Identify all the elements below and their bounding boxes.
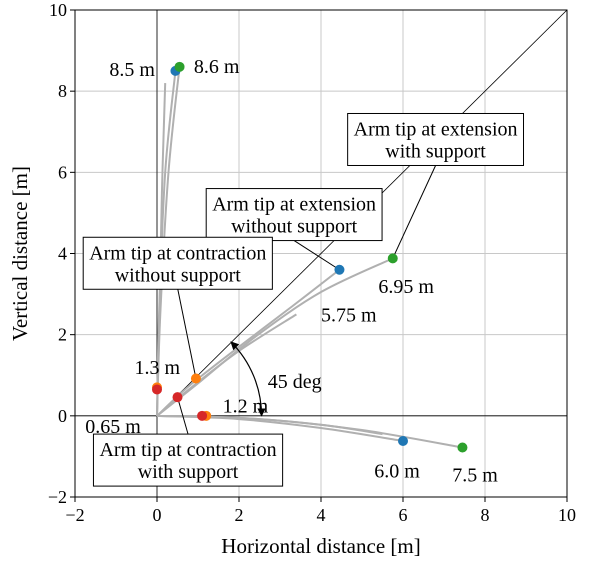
annotation-label: 1.2 m <box>223 396 269 418</box>
annotation-label: 6.0 m <box>374 461 420 483</box>
y-tick-label: 2 <box>58 325 67 345</box>
data-points <box>152 61 468 453</box>
x-tick-label: 2 <box>235 505 244 525</box>
callout-frame <box>92 433 284 487</box>
y-tick-label: 6 <box>58 162 67 182</box>
axes: −2 0 2 4 6 8 10 −2 0 2 4 6 8 10 <box>48 0 576 525</box>
data-point-green <box>174 61 185 72</box>
data-point-red <box>197 410 208 421</box>
annotation-label: 7.5 m <box>452 465 498 487</box>
annotations: 8.5 m 8.6 m 5.75 m6.95 m 1.3 m 0.65 m 1.2 m 6.… <box>85 56 498 487</box>
data-point-red <box>152 384 162 395</box>
callout-text: with support <box>385 140 486 162</box>
callout-text: Arm tip at extension <box>212 194 376 216</box>
angle-arc-45-deg <box>230 341 266 417</box>
x-axis-label: Horizontal distance [m] <box>221 534 420 558</box>
data-point-orange <box>190 373 201 384</box>
x-tick-label: 6 <box>399 505 408 525</box>
x-tick-label: 8 <box>481 505 490 525</box>
angle-arc <box>230 341 266 417</box>
callout-text: Arm tip at extension <box>354 118 518 140</box>
callout-frame <box>205 188 383 242</box>
y-tick-label: 0 <box>58 406 67 426</box>
data-point-blue <box>398 435 408 446</box>
annotation-label: 0.65 m <box>85 416 141 438</box>
data-point-green <box>387 253 398 264</box>
callout-text: without support <box>115 264 242 286</box>
data-point-blue <box>334 264 345 275</box>
callout-text: without support <box>231 216 358 238</box>
callout-frame <box>347 112 525 166</box>
y-tick-label: 10 <box>49 0 67 20</box>
y-tick-label: 8 <box>58 81 67 101</box>
annotation-label: 8.5 m <box>109 59 155 81</box>
trajectory-line <box>156 414 383 436</box>
x-tick-label: −2 <box>65 505 84 525</box>
x-tick-label: 0 <box>153 505 162 525</box>
callout-text: Arm tip at contraction <box>89 242 266 264</box>
callout-leader <box>177 397 189 435</box>
callout-leader <box>177 289 197 379</box>
y-tick-label: −2 <box>48 487 67 507</box>
callout-leader <box>392 165 437 259</box>
annotation-label: 45 deg <box>268 371 322 393</box>
x-tick-label: 10 <box>558 505 576 525</box>
x-tick-label: 4 <box>317 505 326 525</box>
data-point-red <box>172 392 183 403</box>
annotation-label: 6.95 m <box>378 276 434 298</box>
annotation-label: 5.75 m <box>321 304 377 326</box>
y-tick-label: 4 <box>58 244 67 264</box>
callout-text: Arm tip at contraction <box>99 439 276 461</box>
callout-leader <box>293 240 340 271</box>
data-point-green <box>457 442 468 453</box>
annotation-label: 8.6 m <box>194 56 240 78</box>
callout-frame <box>82 236 273 290</box>
trajectory-line <box>156 313 297 417</box>
callout-text: with support <box>138 461 239 483</box>
annotation-label: 1.3 m <box>134 357 180 379</box>
y-axis-label: Vertical distance [m] <box>8 166 32 341</box>
